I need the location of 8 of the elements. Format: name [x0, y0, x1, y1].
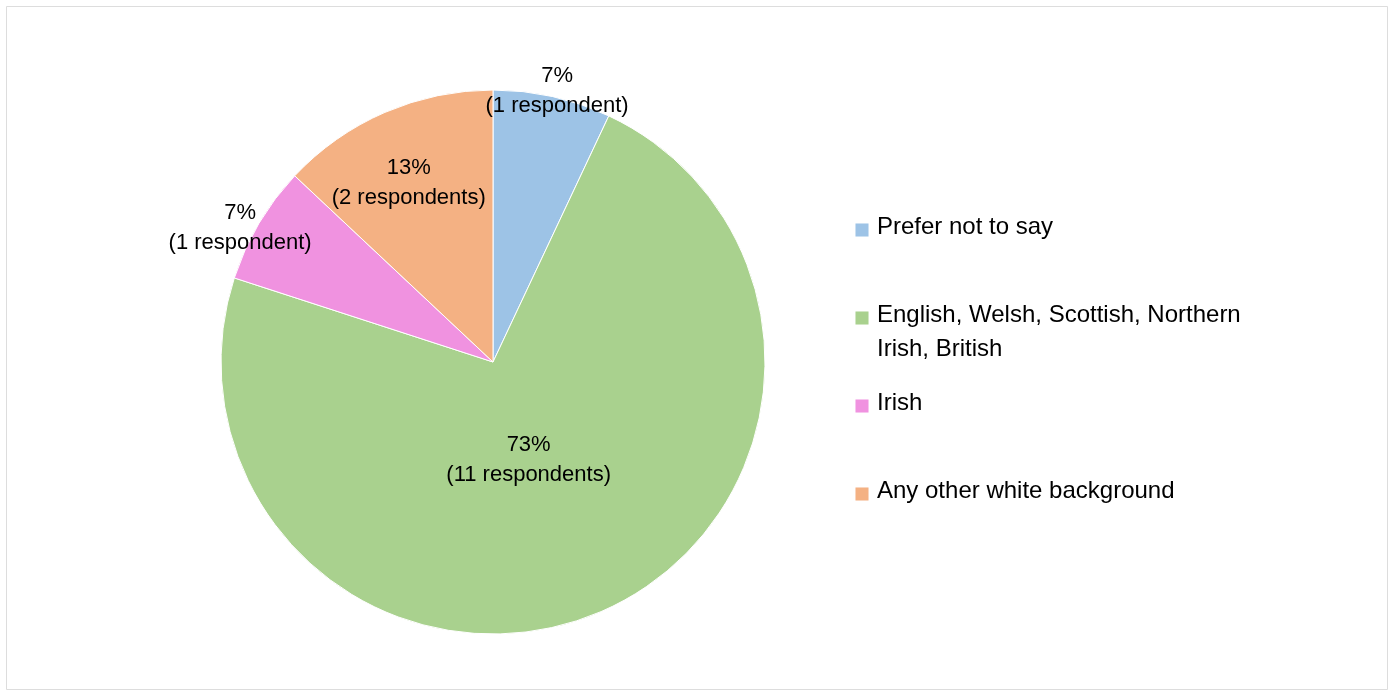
- legend-label: English, Welsh, Scottish, Northern Irish, British: [877, 300, 1241, 361]
- data-label: 7% (1 respondent): [168, 199, 312, 255]
- legend-label: Any other white background: [877, 476, 1175, 503]
- data-label: 7% (1 respondent): [485, 62, 629, 118]
- data-label: 13% (2 respondents): [331, 154, 486, 210]
- legend-label: Irish: [877, 388, 923, 415]
- legend-label: Prefer not to say: [877, 212, 1054, 239]
- data-label: 73% (11 respondents): [446, 431, 611, 487]
